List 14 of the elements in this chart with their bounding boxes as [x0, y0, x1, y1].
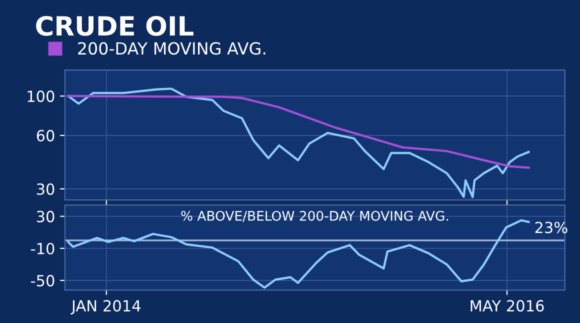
- x-tick-label: JAN 2014: [70, 300, 140, 314]
- chart-title: CRUDE OIL: [36, 16, 194, 36]
- y-tick-label: 60: [36, 130, 54, 142]
- y-tick-label: 30: [36, 183, 54, 195]
- annotation: 23%: [535, 222, 568, 234]
- legend-label: 200-DAY MOVING AVG.: [78, 42, 266, 55]
- x-tick-label: MAY 2016: [470, 300, 544, 312]
- line-series: [67, 88, 530, 198]
- y-tick-label: -50: [31, 274, 54, 286]
- y-tick-label: 30: [36, 210, 54, 222]
- line-series: [67, 94, 530, 169]
- y-tick-label: -10: [31, 242, 54, 254]
- chart-title: % ABOVE/BELOW 200-DAY MOVING AVG.: [181, 210, 448, 222]
- y-tick-label: 100: [28, 90, 54, 102]
